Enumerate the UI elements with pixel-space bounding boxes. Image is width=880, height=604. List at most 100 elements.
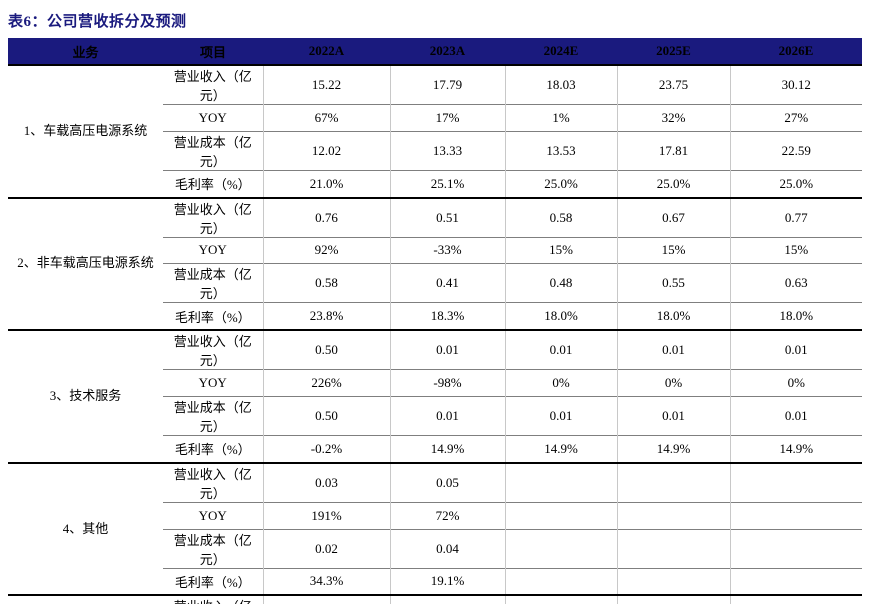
value-cell: 19.1% bbox=[389, 567, 505, 596]
item-label-cell: 毛利率（%） bbox=[163, 302, 263, 331]
item-label-cell: 营业收入（亿元） bbox=[163, 196, 263, 238]
value-cell bbox=[504, 501, 617, 530]
value-cell: 12.02 bbox=[262, 130, 390, 171]
table-row: YOY 226% -98% 0% 0% 0% bbox=[8, 369, 862, 397]
table-body: 1、车载高压电源系统 营业收入（亿元） 15.22 17.79 18.03 23.75 30… bbox=[8, 64, 862, 604]
value-cell: 0.50 bbox=[262, 395, 390, 436]
value-cell: 0.41 bbox=[389, 263, 505, 303]
value-cell: 14.9% bbox=[616, 434, 730, 463]
item-label-cell: 营业收入（亿元） bbox=[163, 461, 263, 503]
value-cell: 18.0% bbox=[504, 302, 617, 331]
value-cell: 17.81 bbox=[616, 130, 730, 171]
value-cell bbox=[504, 567, 617, 596]
item-label-cell: 营业成本（亿元） bbox=[163, 528, 263, 569]
item-label-cell: 毛利率（%） bbox=[163, 169, 263, 198]
value-cell: 15% bbox=[729, 236, 862, 264]
value-cell: 0.48 bbox=[504, 263, 617, 303]
value-cell: 25.0% bbox=[504, 169, 617, 198]
value-cell: 25.1% bbox=[389, 169, 505, 198]
value-cell bbox=[616, 567, 730, 596]
value-cell: -33% bbox=[389, 236, 505, 264]
column-header-2022a: 2022A bbox=[263, 38, 390, 66]
value-cell: 0.03 bbox=[262, 461, 390, 503]
business-cell: 2、非车载高压电源系统 bbox=[8, 196, 163, 331]
table-row: 毛利率（%） 21.0% 25.1% 25.0% 25.0% 25.0% bbox=[8, 169, 862, 198]
table-row: 营业成本（亿元） 12.02 13.33 13.53 17.81 22.59 bbox=[8, 130, 862, 171]
value-cell: 25.0% bbox=[729, 169, 862, 198]
value-cell: 21.0% bbox=[262, 169, 390, 198]
column-header-business: 业务 bbox=[8, 38, 163, 66]
table-row: 2、非车载高压电源系统 营业收入（亿元） 0.76 0.51 0.58 0.67 0.77 bbox=[8, 196, 862, 331]
item-label-cell: 营业收入（亿元） bbox=[163, 329, 263, 370]
item-label-cell: YOY bbox=[163, 236, 263, 264]
value-cell: 17% bbox=[389, 104, 505, 132]
value-cell: 92% bbox=[262, 236, 390, 264]
value-cell: -0.2% bbox=[262, 434, 390, 463]
item-label-cell: 营业收入（亿元） bbox=[163, 64, 263, 105]
value-cell: 17.79 bbox=[389, 64, 505, 105]
value-cell: 23.75 bbox=[616, 64, 730, 105]
table-row: 营业成本（亿元） 0.58 0.41 0.48 0.55 0.63 bbox=[8, 263, 862, 303]
table-row: 1、车载高压电源系统 营业收入（亿元） 15.22 17.79 18.03 23.75 30… bbox=[8, 64, 862, 198]
value-cell: 0.01 bbox=[504, 395, 617, 436]
value-cell: 0.63 bbox=[729, 263, 862, 303]
table-row: 3、技术服务 营业收入（亿元） 0.50 0.01 0.01 0.01 0.01 bbox=[8, 329, 862, 463]
value-cell: 25.0% bbox=[616, 169, 730, 198]
value-cell: 15% bbox=[504, 236, 617, 264]
table-row: 4、其他 营业收入（亿元） 0.03 0.05 bbox=[8, 461, 862, 596]
value-cell bbox=[729, 461, 862, 503]
business-cell: 4、其他 bbox=[8, 461, 163, 596]
item-label-cell: 营业收入（亿元） bbox=[163, 594, 263, 604]
value-cell bbox=[616, 501, 730, 530]
value-cell bbox=[616, 461, 730, 503]
business-cell: 1、车载高压电源系统 bbox=[8, 64, 163, 198]
item-label-cell: 营业成本（亿元） bbox=[163, 395, 263, 436]
value-cell: 18.0% bbox=[616, 302, 730, 331]
value-cell: 0.67 bbox=[616, 196, 730, 238]
value-cell bbox=[729, 501, 862, 530]
item-label-cell: 营业成本（亿元） bbox=[163, 263, 263, 303]
value-cell: 23.8% bbox=[262, 302, 390, 331]
value-cell: 0.77 bbox=[729, 196, 862, 238]
revenue-breakdown-table: 业务 项目 2022A 2023A 2024E 2025E 2026E 1、车载… bbox=[8, 38, 862, 604]
value-cell: 16.50 bbox=[262, 594, 390, 604]
value-cell: 0.51 bbox=[389, 196, 505, 238]
table-row: 营业成本（亿元） 0.50 0.01 0.01 0.01 0.01 bbox=[8, 395, 862, 436]
column-header-item: 项目 bbox=[163, 38, 263, 66]
value-cell: 24.43 bbox=[616, 594, 730, 604]
value-cell: 191% bbox=[262, 501, 390, 530]
value-cell: 22.59 bbox=[729, 130, 862, 171]
page-title: 表6：公司营收拆分及预测 bbox=[8, 14, 187, 30]
value-cell: 32% bbox=[616, 104, 730, 132]
table-row: 营业成本（亿元） 0.02 0.04 bbox=[8, 528, 862, 569]
value-cell: 30.90 bbox=[729, 594, 862, 604]
value-cell: 0.01 bbox=[389, 329, 505, 370]
business-cell: 3、技术服务 bbox=[8, 329, 163, 463]
value-cell bbox=[729, 567, 862, 596]
item-label-cell: YOY bbox=[163, 104, 263, 132]
table-row: YOY 191% 72% bbox=[8, 501, 862, 530]
table-row: 合计营业收入（亿元）16.5018.3518.6324.4330.90 bbox=[8, 594, 862, 604]
column-header-2025e: 2025E bbox=[617, 38, 730, 66]
value-cell: 0.01 bbox=[616, 329, 730, 370]
value-cell: -98% bbox=[389, 369, 505, 397]
value-cell: 30.12 bbox=[729, 64, 862, 105]
value-cell: 18.35 bbox=[389, 594, 505, 604]
value-cell: 13.53 bbox=[504, 130, 617, 171]
column-header-2024e: 2024E bbox=[505, 38, 617, 66]
value-cell: 0.01 bbox=[504, 329, 617, 370]
value-cell: 13.33 bbox=[389, 130, 505, 171]
table-row: 毛利率（%） 23.8% 18.3% 18.0% 18.0% 18.0% bbox=[8, 302, 862, 331]
value-cell: 0.01 bbox=[729, 329, 862, 370]
value-cell: 0.55 bbox=[616, 263, 730, 303]
item-label-cell: 营业成本（亿元） bbox=[163, 130, 263, 171]
table-row: 毛利率（%） -0.2% 14.9% 14.9% 14.9% 14.9% bbox=[8, 434, 862, 463]
value-cell: 0% bbox=[616, 369, 730, 397]
value-cell: 14.9% bbox=[504, 434, 617, 463]
value-cell: 18.3% bbox=[389, 302, 505, 331]
value-cell: 0.76 bbox=[262, 196, 390, 238]
table-row: YOY 67% 17% 1% 32% 27% bbox=[8, 104, 862, 132]
item-label-cell: 毛利率（%） bbox=[163, 434, 263, 463]
value-cell: 0.58 bbox=[504, 196, 617, 238]
